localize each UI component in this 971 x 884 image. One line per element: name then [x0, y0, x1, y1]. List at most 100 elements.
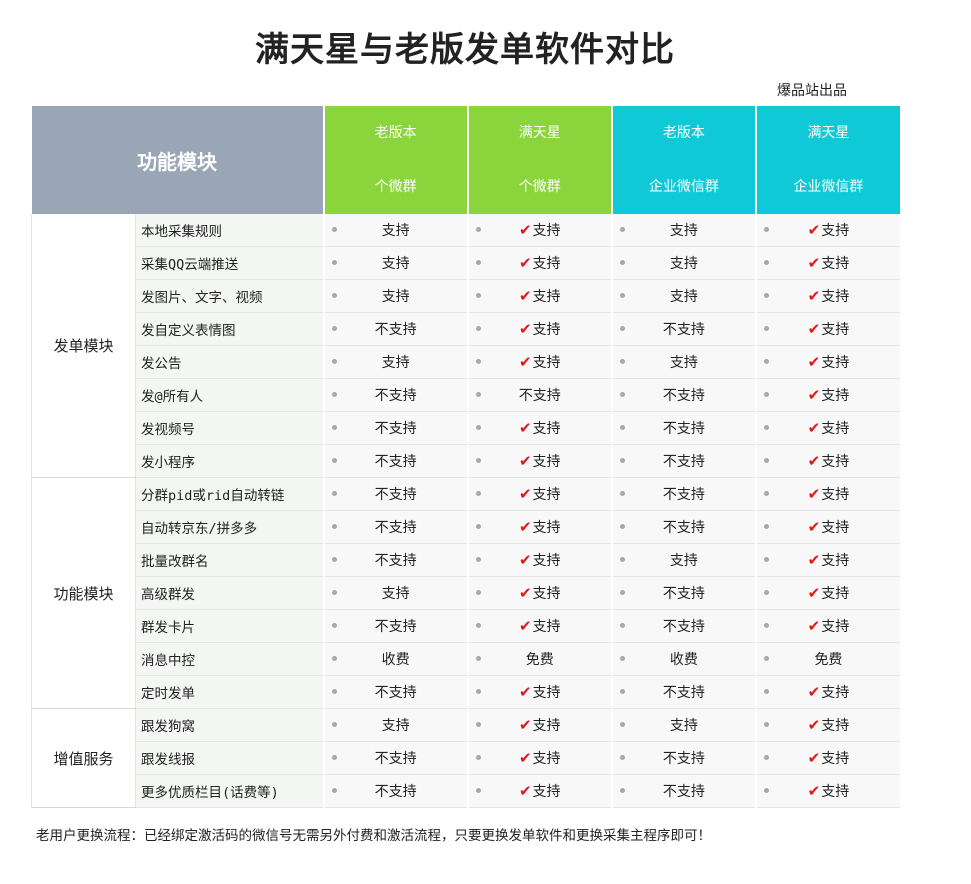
bullet-dot-icon	[763, 458, 769, 463]
value-cell: ✔支持	[754, 741, 900, 775]
value-cell: 不支持	[322, 510, 468, 544]
bullet-dot-icon	[619, 788, 625, 793]
bullet-dot-icon	[763, 227, 769, 232]
bullet-dot-icon	[331, 227, 337, 232]
value-text: 支持	[532, 685, 561, 701]
bullet-dot-icon	[763, 623, 769, 628]
bullet-dot-icon	[619, 392, 625, 397]
checkmark-icon: ✔	[807, 551, 821, 569]
bullet-dot-icon	[475, 260, 481, 265]
bullet-dot-icon	[763, 755, 769, 760]
checkmark-icon: ✔	[518, 584, 532, 602]
bullet-dot-icon	[475, 392, 481, 397]
bullet-dot-icon	[331, 524, 337, 529]
value-text: 支持	[821, 718, 850, 734]
bullet-dot-icon	[475, 722, 481, 727]
bullet-dot-icon	[763, 524, 769, 529]
checkmark-icon: ✔	[518, 353, 532, 371]
value-text: 支持	[532, 322, 561, 338]
table-row: 自动转京东/拼多多 不支持 ✔支持 不支持 ✔支持	[32, 510, 900, 544]
value-cell: ✔支持	[466, 675, 612, 709]
table-row: 增值服务 跟发狗窝 支持 ✔支持 支持 ✔支持	[30, 708, 900, 808]
feature-cell: 更多优质栏目(话费等)	[135, 774, 324, 808]
table-header: 功能模块 老版本 个微群 满天星 个微群 老版本 企业微信群 满天星 企业微信群	[31, 106, 900, 214]
table-row: 发图片、文字、视频 支持 ✔支持 支持 ✔支持	[32, 279, 900, 313]
value-cell: ✔支持	[754, 279, 900, 313]
value-text: 支持	[669, 256, 698, 272]
bullet-dot-icon	[619, 722, 625, 727]
bullet-dot-icon	[763, 557, 769, 562]
value-text: 支持	[821, 256, 850, 272]
value-text: 不支持	[662, 685, 705, 701]
feature-cell: 跟发狗窝	[135, 708, 324, 742]
value-cell: 支持	[610, 708, 756, 742]
value-text: 不支持	[662, 751, 705, 767]
bullet-dot-icon	[619, 260, 625, 265]
checkmark-icon: ✔	[518, 518, 532, 536]
value-cell: 不支持	[610, 312, 756, 346]
value-cell: 不支持	[610, 510, 756, 544]
value-cell: ✔支持	[466, 279, 612, 313]
bullet-dot-icon	[619, 491, 625, 496]
value-text: 支持	[821, 751, 850, 767]
bullet-dot-icon	[331, 590, 337, 595]
value-text: 支持	[821, 784, 850, 800]
value-cell: 不支持	[610, 378, 756, 412]
feature-cell: 发图片、文字、视频	[135, 279, 324, 313]
bullet-dot-icon	[331, 689, 337, 694]
bullet-dot-icon	[619, 293, 625, 298]
bullet-dot-icon	[331, 557, 337, 562]
value-cell: 支持	[322, 246, 468, 280]
checkmark-icon: ✔	[518, 254, 532, 272]
value-cell: ✔支持	[754, 345, 900, 379]
value-cell: 不支持	[322, 675, 468, 709]
value-text: 不支持	[374, 751, 417, 767]
feature-cell: 自动转京东/拼多多	[135, 510, 324, 544]
page-title: 满天星与老版发单软件对比	[255, 30, 675, 70]
feature-cell: 发自定义表情图	[135, 312, 324, 346]
value-text: 不支持	[374, 454, 417, 470]
value-cell: 不支持	[610, 477, 756, 511]
value-text: 收费	[381, 652, 410, 668]
value-cell: 免费	[466, 642, 612, 676]
value-cell: ✔支持	[466, 444, 612, 478]
feature-cell: 发@所有人	[135, 378, 324, 412]
checkmark-icon: ✔	[518, 716, 532, 734]
bullet-dot-icon	[763, 293, 769, 298]
value-text: 不支持	[374, 322, 417, 338]
value-text: 支持	[669, 553, 698, 569]
value-text: 不支持	[374, 388, 417, 404]
value-cell: 不支持	[322, 378, 468, 412]
value-cell: ✔支持	[466, 312, 612, 346]
feature-cell: 发公告	[135, 345, 324, 379]
value-cell: ✔支持	[754, 708, 900, 742]
checkmark-icon: ✔	[807, 617, 821, 635]
bullet-dot-icon	[763, 425, 769, 430]
header-old-enterprise: 老版本 企业微信群	[610, 106, 756, 214]
upgrade-note: 老用户更换流程：已经绑定激活码的微信号无需另外付费和激活流程，只要更换发单软件和…	[36, 828, 711, 844]
value-cell: ✔支持	[754, 774, 900, 808]
value-text: 不支持	[662, 487, 705, 503]
bullet-dot-icon	[475, 788, 481, 793]
value-text: 支持	[532, 454, 561, 470]
value-cell: 支持	[610, 345, 756, 379]
value-cell: 不支持	[322, 312, 468, 346]
value-cell: ✔支持	[754, 609, 900, 643]
value-text: 不支持	[662, 586, 705, 602]
header-module-cell: 功能模块	[31, 106, 324, 214]
value-text: 支持	[821, 322, 850, 338]
table-row: 功能模块 分群pid或rid自动转链 不支持 ✔支持 不支持 ✔支持	[30, 477, 900, 709]
bullet-dot-icon	[331, 755, 337, 760]
checkmark-icon: ✔	[807, 386, 821, 404]
bullet-dot-icon	[475, 425, 481, 430]
value-cell: 不支持	[322, 411, 468, 445]
feature-cell: 批量改群名	[135, 543, 324, 577]
feature-cell: 跟发线报	[135, 741, 324, 775]
table-row: 批量改群名 不支持 ✔支持 支持 ✔支持	[32, 543, 900, 577]
bullet-dot-icon	[331, 260, 337, 265]
value-cell: ✔支持	[754, 444, 900, 478]
bullet-dot-icon	[763, 689, 769, 694]
bullet-dot-icon	[619, 359, 625, 364]
value-text: 支持	[381, 355, 410, 371]
table-row: 定时发单 不支持 ✔支持 不支持 ✔支持	[32, 675, 900, 709]
